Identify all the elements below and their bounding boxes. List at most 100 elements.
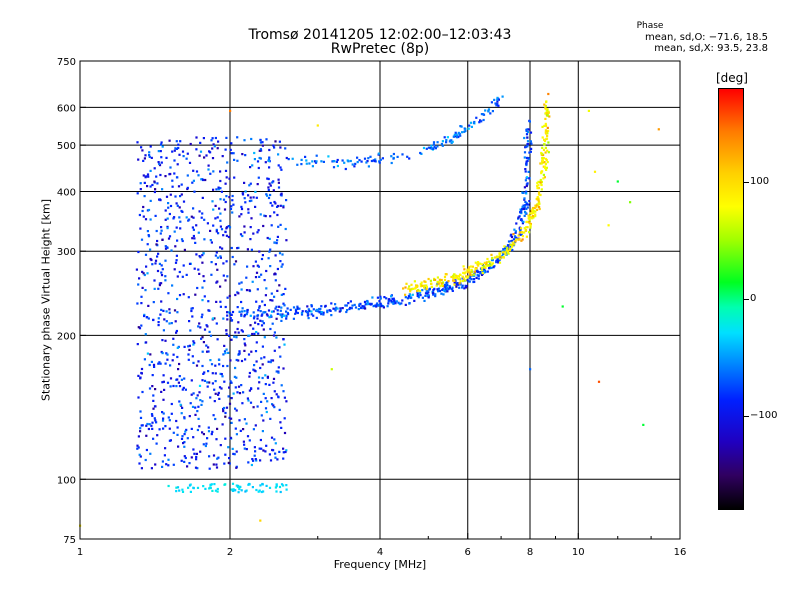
echo-point xyxy=(332,166,336,169)
echo-point xyxy=(504,245,507,248)
echo-point xyxy=(396,155,399,158)
echo-point xyxy=(147,304,150,307)
echo-point xyxy=(532,216,535,219)
echo-point xyxy=(217,391,220,394)
echo-point xyxy=(406,155,409,158)
echo-point xyxy=(385,297,388,300)
echo-point xyxy=(546,134,549,137)
echo-point xyxy=(168,212,171,216)
echo-point xyxy=(539,178,542,182)
echo-point xyxy=(193,452,196,455)
x-tick-label: 1 xyxy=(77,547,83,558)
echo-point xyxy=(455,283,458,286)
echo-point xyxy=(144,333,147,336)
echo-point xyxy=(461,131,464,134)
echo-point xyxy=(231,211,234,214)
echo-point xyxy=(451,275,455,278)
echo-point xyxy=(522,220,525,223)
echo-point xyxy=(252,265,255,268)
echo-point xyxy=(537,193,541,196)
echo-point xyxy=(151,374,154,377)
echo-point xyxy=(142,215,145,218)
echo-point xyxy=(147,234,150,237)
echo-point xyxy=(426,292,429,295)
echo-point xyxy=(234,293,237,297)
echo-point xyxy=(420,152,423,155)
echo-point xyxy=(208,150,211,153)
echo-point xyxy=(236,159,239,162)
echo-point xyxy=(201,254,204,257)
echo-point xyxy=(517,216,520,219)
echo-point xyxy=(135,268,138,271)
echo-point xyxy=(203,328,207,331)
echo-point xyxy=(273,438,276,441)
echo-point xyxy=(214,417,217,421)
echo-point xyxy=(525,133,529,136)
echo-point xyxy=(314,161,318,164)
echo-point xyxy=(211,489,214,492)
echo-point xyxy=(167,206,170,209)
echo-point xyxy=(137,158,140,161)
echo-point xyxy=(255,360,258,363)
echo-point xyxy=(364,303,367,306)
echo-point xyxy=(294,312,297,315)
echo-point xyxy=(140,302,143,305)
echo-point xyxy=(437,290,440,293)
echo-point xyxy=(274,140,277,143)
echo-point xyxy=(139,188,142,191)
echo-point xyxy=(269,459,273,462)
echo-point xyxy=(518,215,521,218)
echo-point xyxy=(181,275,184,278)
echo-point xyxy=(153,279,156,282)
echo-point xyxy=(201,379,204,382)
echo-point xyxy=(198,391,201,394)
echo-point xyxy=(224,200,227,204)
echo-point xyxy=(525,235,528,238)
echo-point xyxy=(206,325,209,328)
echo-point xyxy=(238,392,242,395)
colorbar-tick xyxy=(744,416,749,418)
echo-point xyxy=(198,322,201,325)
echo-point xyxy=(490,266,493,269)
echo-point xyxy=(150,413,154,416)
echo-point xyxy=(543,139,547,143)
echo-point xyxy=(322,311,325,314)
echo-point xyxy=(166,227,169,230)
echo-point xyxy=(210,483,213,486)
echo-point xyxy=(421,289,424,292)
echo-point xyxy=(176,163,179,166)
echo-point xyxy=(412,287,415,290)
echo-point xyxy=(146,243,149,246)
echo-point xyxy=(287,313,290,316)
echo-point xyxy=(508,249,511,252)
echo-point xyxy=(268,237,271,240)
echo-point xyxy=(204,178,207,182)
echo-point xyxy=(285,449,288,452)
echo-point xyxy=(151,427,154,430)
echo-point xyxy=(526,140,530,143)
echo-point xyxy=(180,459,183,462)
echo-point xyxy=(512,238,515,241)
echo-point xyxy=(184,456,187,460)
echo-point xyxy=(176,433,179,436)
echo-point xyxy=(267,196,271,200)
echo-point xyxy=(276,309,279,312)
echo-point xyxy=(210,261,213,264)
echo-point xyxy=(524,168,527,171)
echo-point xyxy=(377,152,380,155)
echo-point xyxy=(144,154,147,157)
echo-point xyxy=(179,403,182,406)
echo-point xyxy=(238,215,241,218)
echo-point xyxy=(537,204,540,207)
echo-point xyxy=(320,160,323,163)
echo-point xyxy=(141,149,144,152)
echo-point xyxy=(192,207,195,210)
echo-point xyxy=(161,465,164,468)
echo-point xyxy=(163,388,166,391)
echo-point xyxy=(145,341,148,344)
echo-point xyxy=(276,312,279,315)
echo-point xyxy=(229,436,232,439)
echo-point xyxy=(525,162,528,165)
echo-point xyxy=(513,235,517,238)
echo-point xyxy=(511,244,514,247)
